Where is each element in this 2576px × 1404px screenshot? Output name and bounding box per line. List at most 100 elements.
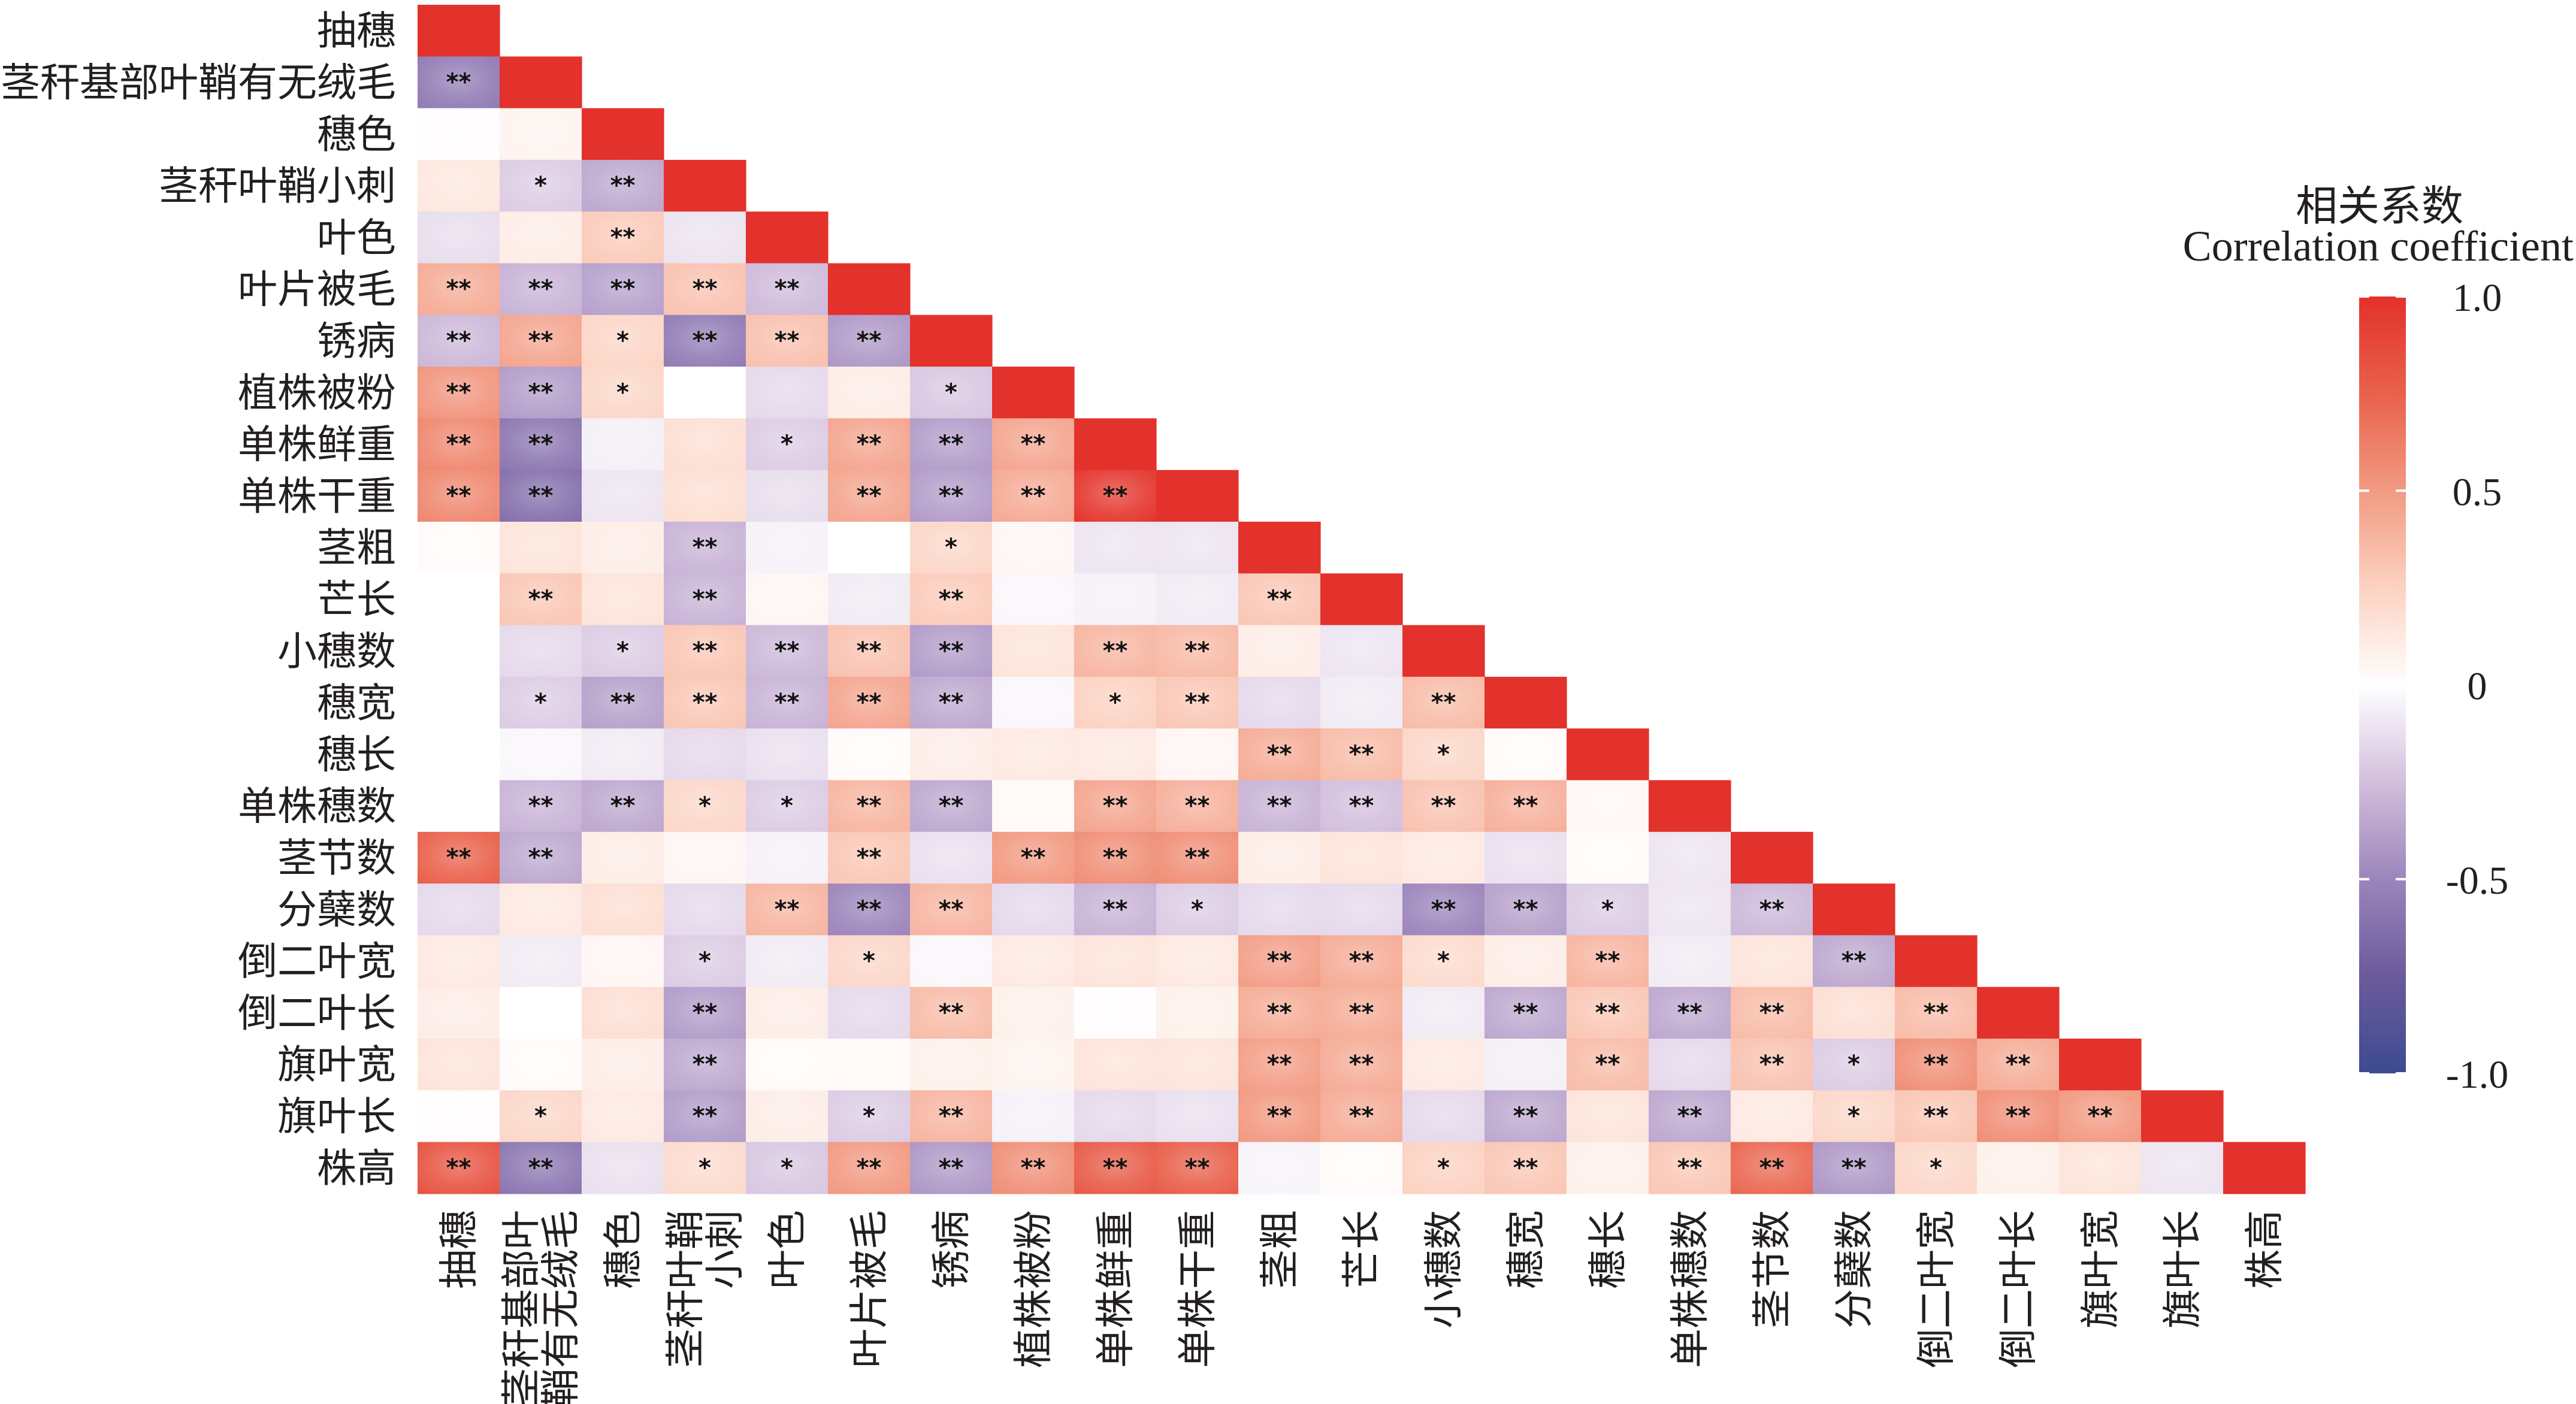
row-label: 旗叶宽 [277,1043,396,1087]
significance-label: ** [1185,1154,1210,1182]
cell-shading [746,263,828,315]
significance-label: ** [939,482,964,510]
significance-label: ** [1349,1103,1374,1130]
cell-shading [418,418,500,470]
cell-shading [992,728,1074,780]
colorbar-title: 相关系数 [2296,184,2463,230]
cell-shading [418,367,500,419]
cell-shading [746,987,828,1039]
cell-shading [1813,1039,1895,1091]
diagonal-cell [1977,987,2060,1039]
significance-label: ** [610,172,636,199]
cell-shading [828,573,910,625]
colorbar-tick-label: -1.0 [2446,1053,2508,1097]
row-label: 单株鲜重 [238,423,396,467]
column-label: 抽穗 [438,1210,482,1289]
cell-shading [418,1142,500,1194]
cell-shading [418,522,500,574]
significance-label: ** [528,844,554,872]
column-label: 茎粗 [1259,1210,1302,1289]
cell-shading [1977,1090,2059,1142]
cell-shading [582,625,664,677]
cell-shading [1156,676,1238,729]
significance-label: ** [610,223,636,251]
significance-label: ** [1103,1154,1128,1182]
significance-label: * [534,172,547,199]
cell-shading [1484,1142,1567,1194]
cell-shading [992,1090,1074,1142]
cell-shading [500,1142,582,1194]
cell-shading [500,159,582,212]
cell-shading [582,1090,664,1142]
cell-shading [910,367,992,419]
significance-label: * [781,792,793,820]
colorbar-subtitle: Correlation coefficient [2183,222,2574,270]
column-label: 叶片被毛 [848,1210,892,1368]
cell-shading [828,1039,910,1091]
significance-label: ** [1349,948,1374,975]
cell-shading [418,625,500,677]
significance-label: ** [1103,895,1128,923]
significance-label: ** [939,792,964,820]
significance-label: ** [528,276,554,303]
significance-label: ** [693,1103,718,1130]
diagonal-cell [1484,676,1567,729]
cell-shading [1977,1039,2059,1091]
significance-label: * [699,1154,711,1182]
significance-label: ** [1842,948,1867,975]
cell-shading [582,676,664,729]
cell-shading [664,831,746,884]
diagonal-cell [1567,728,1649,781]
cell-shading [1484,780,1567,832]
column-label: 锈病 [930,1210,974,1289]
significance-label: ** [1267,1051,1292,1078]
diagonal-cell [910,314,993,367]
cell-shading [746,573,828,625]
cell-shading [828,1090,910,1142]
cell-shading [828,676,910,729]
significance-label: ** [1349,1051,1374,1078]
cell-shading [910,1039,992,1091]
cell-shading [746,728,828,780]
significance-label: ** [528,482,554,510]
cell-shading [418,935,500,987]
cell-shading [1731,935,1813,987]
cell-shading [1649,883,1731,936]
cell-shading [1402,728,1484,780]
significance-label: * [699,792,711,820]
cell-shading [1238,935,1320,987]
cell-shading [1156,625,1238,677]
cell-shading [582,418,664,470]
cell-shading [1484,987,1567,1039]
cell-shading [582,522,664,574]
cell-shading [664,728,746,780]
row-label: 茎粗 [317,526,396,570]
row-label: 株高 [317,1147,396,1191]
cell-shading [664,418,746,470]
significance-label: ** [1924,999,1949,1027]
cell-shading [992,935,1074,987]
cell-shading [992,470,1074,522]
cell-shading [746,1142,828,1194]
column-label: 植株被粉 [1012,1210,1056,1368]
column-label: 旗叶长 [2161,1210,2205,1329]
column-label: 分蘖数 [1833,1210,1877,1329]
column-label: 茎秆基部叶 [500,1210,544,1404]
significance-label: ** [775,637,800,665]
cell-shading [1074,1039,1156,1091]
diagonal-cell [1320,573,1403,626]
significance-label: ** [939,999,964,1027]
diagonal-cell [746,211,829,264]
significance-label: ** [857,689,882,716]
cell-shading [1895,1039,1977,1091]
significance-label: * [945,379,957,406]
diagonal-cell [664,159,746,212]
significance-label: * [534,1103,547,1130]
cell-shading [1320,883,1402,936]
cell-shading [418,883,500,936]
cell-shading [828,728,910,780]
cell-shading [1156,883,1238,936]
row-label: 叶片被毛 [238,268,396,312]
significance-label: ** [775,276,800,303]
